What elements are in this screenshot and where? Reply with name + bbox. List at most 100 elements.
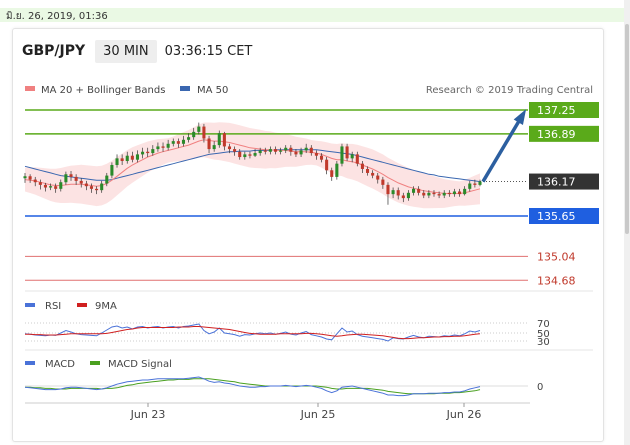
candle-body	[427, 192, 431, 196]
candle-body	[432, 192, 436, 195]
ma20-legend-swatch	[25, 86, 35, 91]
candle-body	[141, 151, 145, 155]
timeframe-selector[interactable]: 30 MIN	[95, 39, 157, 63]
forecast-arrow-shaft	[481, 115, 524, 183]
candle-body	[38, 182, 42, 185]
candle-body	[309, 147, 313, 154]
scrollbar-thumb[interactable]	[625, 24, 629, 234]
rsi-legend-label: RSI	[45, 301, 61, 312]
resistance-label-box	[529, 125, 599, 142]
candle-body	[49, 186, 53, 188]
candle-body	[365, 168, 370, 173]
candle-body	[299, 150, 303, 155]
target-label: 134.68	[537, 274, 576, 287]
candle-body	[156, 146, 160, 150]
rsi-level-label: 50	[537, 329, 550, 340]
candle-body	[371, 172, 375, 176]
candle-body	[473, 183, 477, 185]
candle-body	[325, 159, 329, 171]
candle-body	[314, 153, 318, 156]
macd-panel: 0	[24, 376, 543, 397]
candle-body	[442, 192, 446, 196]
candle-body	[468, 183, 472, 189]
candle-body	[319, 155, 324, 160]
candle-body	[187, 137, 191, 140]
symbol-label: GBP/JPY	[22, 43, 86, 59]
source-label: Research © 2019 Trading Central	[426, 85, 593, 96]
x-tick-label: Jun 23	[130, 408, 166, 421]
macd-signal-legend-label: MACD Signal	[108, 359, 172, 370]
candle-body	[192, 131, 196, 138]
candle-body	[125, 155, 129, 162]
rsi-ma-legend-label: 9MA	[95, 301, 117, 312]
candle-body	[238, 151, 242, 158]
macd-signal-legend-swatch	[90, 361, 100, 365]
rsi-level-label: 30	[537, 337, 550, 348]
candle-body	[212, 145, 216, 150]
candle-body	[105, 175, 109, 184]
rsi-ma-line	[25, 326, 481, 340]
candle-body	[79, 180, 83, 184]
candle-body	[69, 174, 73, 177]
candle-body	[54, 186, 58, 189]
resistance-label-box	[529, 102, 599, 118]
candle-body	[263, 150, 267, 152]
candle-body	[100, 183, 104, 191]
candle-body	[376, 175, 380, 180]
ma20-legend-label: MA 20 + Bollinger Bands	[41, 85, 165, 96]
candle-body	[135, 154, 140, 160]
candle-body	[289, 147, 293, 152]
candles	[23, 122, 482, 205]
candle-body	[391, 190, 395, 195]
candle-body	[386, 184, 390, 195]
macd-signal-line	[25, 378, 481, 395]
candle-body	[452, 191, 456, 195]
candle-body	[243, 154, 247, 158]
bollinger-fill	[25, 122, 480, 209]
ma50-line	[24, 149, 481, 183]
date-bar: มิ.ย. 26, 2019, 01:36	[0, 8, 624, 22]
candle-body	[417, 188, 421, 193]
candle-body	[437, 194, 441, 196]
candle-body	[381, 179, 385, 185]
candle-body	[350, 154, 354, 159]
candle-body	[253, 153, 257, 156]
candle-body	[273, 149, 278, 152]
key-levels: 137.25 136.89 136.17 135.65 135.04 134.68	[25, 102, 599, 287]
candle-body	[463, 188, 467, 195]
candle-body	[166, 143, 170, 148]
forecast-arrow	[481, 109, 527, 183]
candle-body	[89, 186, 93, 189]
candle-body	[258, 150, 262, 154]
candle-body	[268, 149, 272, 152]
x-axis-ticks: Jun 23 Jun 25 Jun 26	[130, 403, 481, 421]
candle-body	[115, 158, 119, 165]
candle-body	[95, 188, 99, 191]
candle-body	[110, 164, 114, 176]
macd-line	[24, 376, 481, 397]
macd-legend-swatch	[25, 361, 35, 365]
candle-body	[176, 141, 180, 144]
candle-body	[227, 146, 232, 150]
bollinger-band	[25, 122, 480, 209]
candle-body	[130, 155, 134, 160]
candle-body	[171, 141, 175, 144]
candle-body	[412, 188, 416, 193]
candle-body	[248, 154, 252, 156]
price-label: 136.17	[537, 176, 576, 189]
candle-body	[335, 163, 339, 177]
candle-body	[84, 183, 88, 187]
candle-body	[284, 147, 288, 151]
candle-body	[360, 163, 364, 169]
ma50-legend-label: MA 50	[197, 85, 228, 96]
candle-body	[28, 176, 32, 180]
resistance-label: 137.25	[537, 104, 576, 117]
candle-body	[458, 191, 462, 195]
candle-body	[120, 158, 124, 162]
chart-card	[12, 28, 604, 442]
scrollbar[interactable]	[624, 0, 630, 445]
candle-body	[340, 146, 344, 164]
candle-body	[294, 151, 298, 155]
target-label: 135.04	[537, 250, 576, 263]
